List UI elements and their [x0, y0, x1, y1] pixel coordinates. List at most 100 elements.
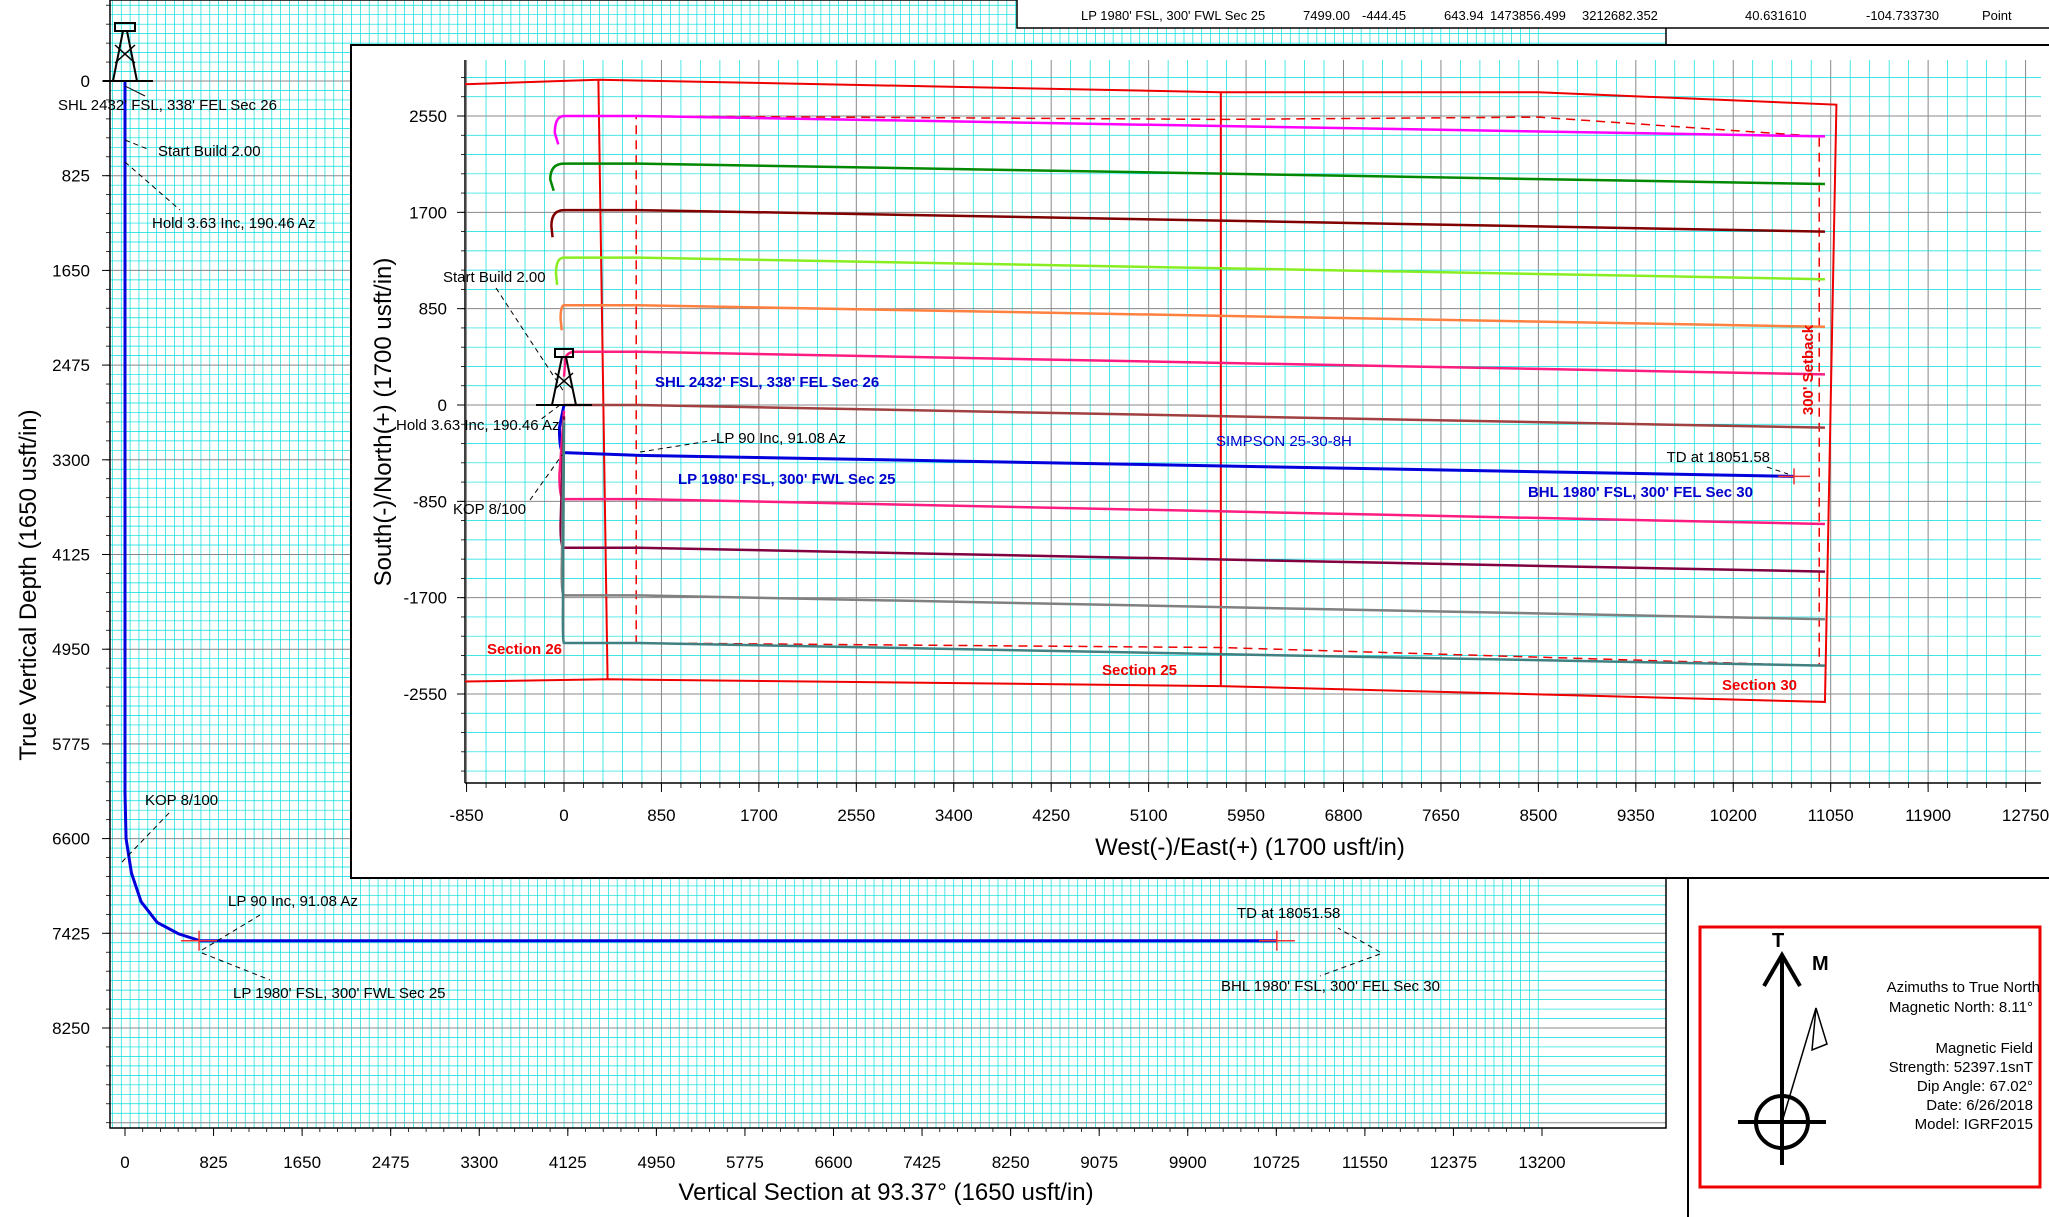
x-tick-label: 4950 — [637, 1153, 675, 1172]
annotation-label: BHL 1980' FSL, 300' FEL Sec 30 — [1221, 978, 1440, 995]
annotation-label: KOP 8/100 — [145, 792, 218, 809]
top-table-cell-easting: 3212682.352 — [1582, 8, 1658, 23]
annotation-leader — [124, 85, 146, 97]
x-tick-label: 7425 — [903, 1153, 941, 1172]
top-table-cell-type: Point — [1982, 8, 2012, 23]
well-path-line — [562, 350, 1825, 377]
y-tick-label: 8250 — [52, 1019, 90, 1038]
y-tick-label: 3300 — [52, 451, 90, 470]
y-tick-label: -850 — [413, 492, 447, 511]
annotation-label: KOP 8/100 — [453, 501, 526, 518]
x-tick-label: 1650 — [283, 1153, 321, 1172]
north-arrow-icon — [1738, 951, 1828, 1165]
annotation-label: TD at 18051.58 — [1667, 449, 1770, 466]
y-tick-label: 0 — [81, 72, 90, 91]
well-path-line — [553, 114, 1825, 145]
annotation-leader — [529, 454, 563, 501]
vertical-section-x-axis-title: Vertical Section at 93.37° (1650 usft/in… — [678, 1179, 1093, 1206]
annotation-leader — [124, 161, 181, 211]
y-tick-label: 5775 — [52, 735, 90, 754]
annotation-label: Section 26 — [487, 641, 562, 658]
x-tick-label: 2550 — [837, 806, 875, 825]
x-tick-label: 5950 — [1227, 806, 1265, 825]
annotation-leader — [201, 914, 261, 951]
north-info-line-2: Magnetic North: 8.11° — [1889, 999, 2033, 1016]
north-info-line-8: Model: IGRF2015 — [1915, 1116, 2033, 1133]
annotation-label: Hold 3.63 Inc, 190.46 Az — [152, 215, 315, 232]
vertical-section-series — [123, 81, 1277, 943]
plan-view-panel — [350, 44, 2049, 879]
x-tick-label: 8500 — [1519, 806, 1557, 825]
annotation-label: LP 1980' FSL, 300' FWL Sec 25 — [678, 471, 896, 488]
well-path-line — [561, 423, 1825, 667]
annotation-leader — [1766, 466, 1789, 475]
y-tick-label: 6600 — [52, 830, 90, 849]
x-tick-label: 5100 — [1130, 806, 1168, 825]
plan-view-ticks: -850 0 850 1700 2550 3400 4250 5100 5950 6800 7650… — [404, 77, 2049, 825]
top-table-cell-ew: 643.94 — [1444, 8, 1484, 23]
annotation-label: LP 90 Inc, 91.08 Az — [228, 893, 358, 910]
north-info-line-4: Magnetic Field — [1935, 1040, 2033, 1057]
x-tick-label: 9350 — [1617, 806, 1655, 825]
vertical-section-annotations: SHL 2432' FSL, 338' FEL Sec 26 Start Buil… — [58, 22, 1440, 1002]
annotation-label: TD at 18051.58 — [1237, 905, 1340, 922]
x-tick-label: 11050 — [1808, 806, 1854, 825]
annotation-label: SIMPSON 25-30-8H — [1216, 433, 1352, 450]
x-tick-label: 825 — [199, 1153, 227, 1172]
x-tick-label: 3300 — [460, 1153, 498, 1172]
north-info-line-5: Strength: 52397.1snT — [1889, 1059, 2033, 1076]
top-table-cell-latitude: 40.631610 — [1745, 8, 1806, 23]
annotation-leader — [201, 952, 271, 981]
x-tick-label: 12750 — [2002, 806, 2049, 825]
x-tick-label: 7650 — [1422, 806, 1460, 825]
y-tick-label: 2550 — [409, 107, 447, 126]
x-tick-label: 10725 — [1253, 1153, 1300, 1172]
y-tick-label: 4950 — [52, 640, 90, 659]
x-tick-label: 13200 — [1518, 1153, 1565, 1172]
x-tick-label: 850 — [647, 806, 675, 825]
x-tick-label: 0 — [559, 806, 568, 825]
x-tick-label: 9900 — [1169, 1153, 1207, 1172]
x-tick-label: 6800 — [1325, 806, 1363, 825]
well-path-line — [559, 304, 1825, 331]
x-tick-label: -850 — [450, 806, 484, 825]
top-table-cell-longitude: -104.733730 — [1866, 8, 1939, 23]
x-tick-label: 0 — [120, 1153, 129, 1172]
vertical-section-y-axis-title: True Vertical Depth (1650 usft/in) — [15, 409, 42, 760]
section-boundary-line — [465, 78, 1838, 703]
x-tick-label: 5775 — [726, 1153, 764, 1172]
x-tick-label: 12375 — [1430, 1153, 1477, 1172]
x-tick-label: 3400 — [935, 806, 973, 825]
north-info-line-6: Dip Angle: 67.02° — [1917, 1078, 2033, 1095]
y-tick-label: 4125 — [52, 546, 90, 565]
top-table-cell-northing: 1473856.499 — [1490, 8, 1566, 23]
drilling-rig-icon — [103, 22, 153, 82]
well-path-line — [550, 208, 1825, 238]
annotation-label: SHL 2432' FSL, 338' FEL Sec 26 — [58, 97, 277, 114]
true-north-label: T — [1772, 930, 1784, 952]
annotation-label: Start Build 2.00 — [158, 143, 261, 160]
wellbore-profile-line — [123, 81, 1277, 943]
annotation-label: LP 1980' FSL, 300' FWL Sec 25 — [233, 985, 446, 1002]
x-tick-label: 11900 — [1905, 806, 1951, 825]
x-tick-label: 10200 — [1710, 806, 1757, 825]
top-table-frame — [1016, 0, 2049, 29]
annotation-label: LP 90 Inc, 91.08 Az — [716, 430, 846, 447]
y-tick-label: 2475 — [52, 356, 90, 375]
top-table-cell-tvd: 7499.00 — [1303, 8, 1350, 23]
annotation-label: BHL 1980' FSL, 300' FEL Sec 30 — [1528, 484, 1753, 501]
annotation-leader — [639, 439, 717, 453]
x-tick-label: 6600 — [815, 1153, 853, 1172]
top-table-cell-name: LP 1980' FSL, 300' FWL Sec 25 — [1081, 8, 1265, 23]
x-tick-label: 8250 — [992, 1153, 1030, 1172]
annotation-leader — [124, 139, 151, 151]
plan-view-y-axis-title: South(-)/North(+) (1700 usft/in) — [370, 258, 397, 587]
y-tick-label: -2550 — [404, 685, 447, 704]
x-tick-label: 1700 — [740, 806, 778, 825]
annotation-leader — [495, 287, 565, 393]
top-data-table: LP 1980' FSL, 300' FWL Sec 25 7499.00 -4… — [1016, 0, 2049, 29]
x-tick-label: 9075 — [1080, 1153, 1118, 1172]
annotation-label: Hold 3.63 Inc, 190.46 Az — [396, 417, 559, 434]
vertical-section-ticks: 0 825 1650 2475 3300 4125 4950 5775 6600 7425 8250… — [52, 4, 1566, 1172]
